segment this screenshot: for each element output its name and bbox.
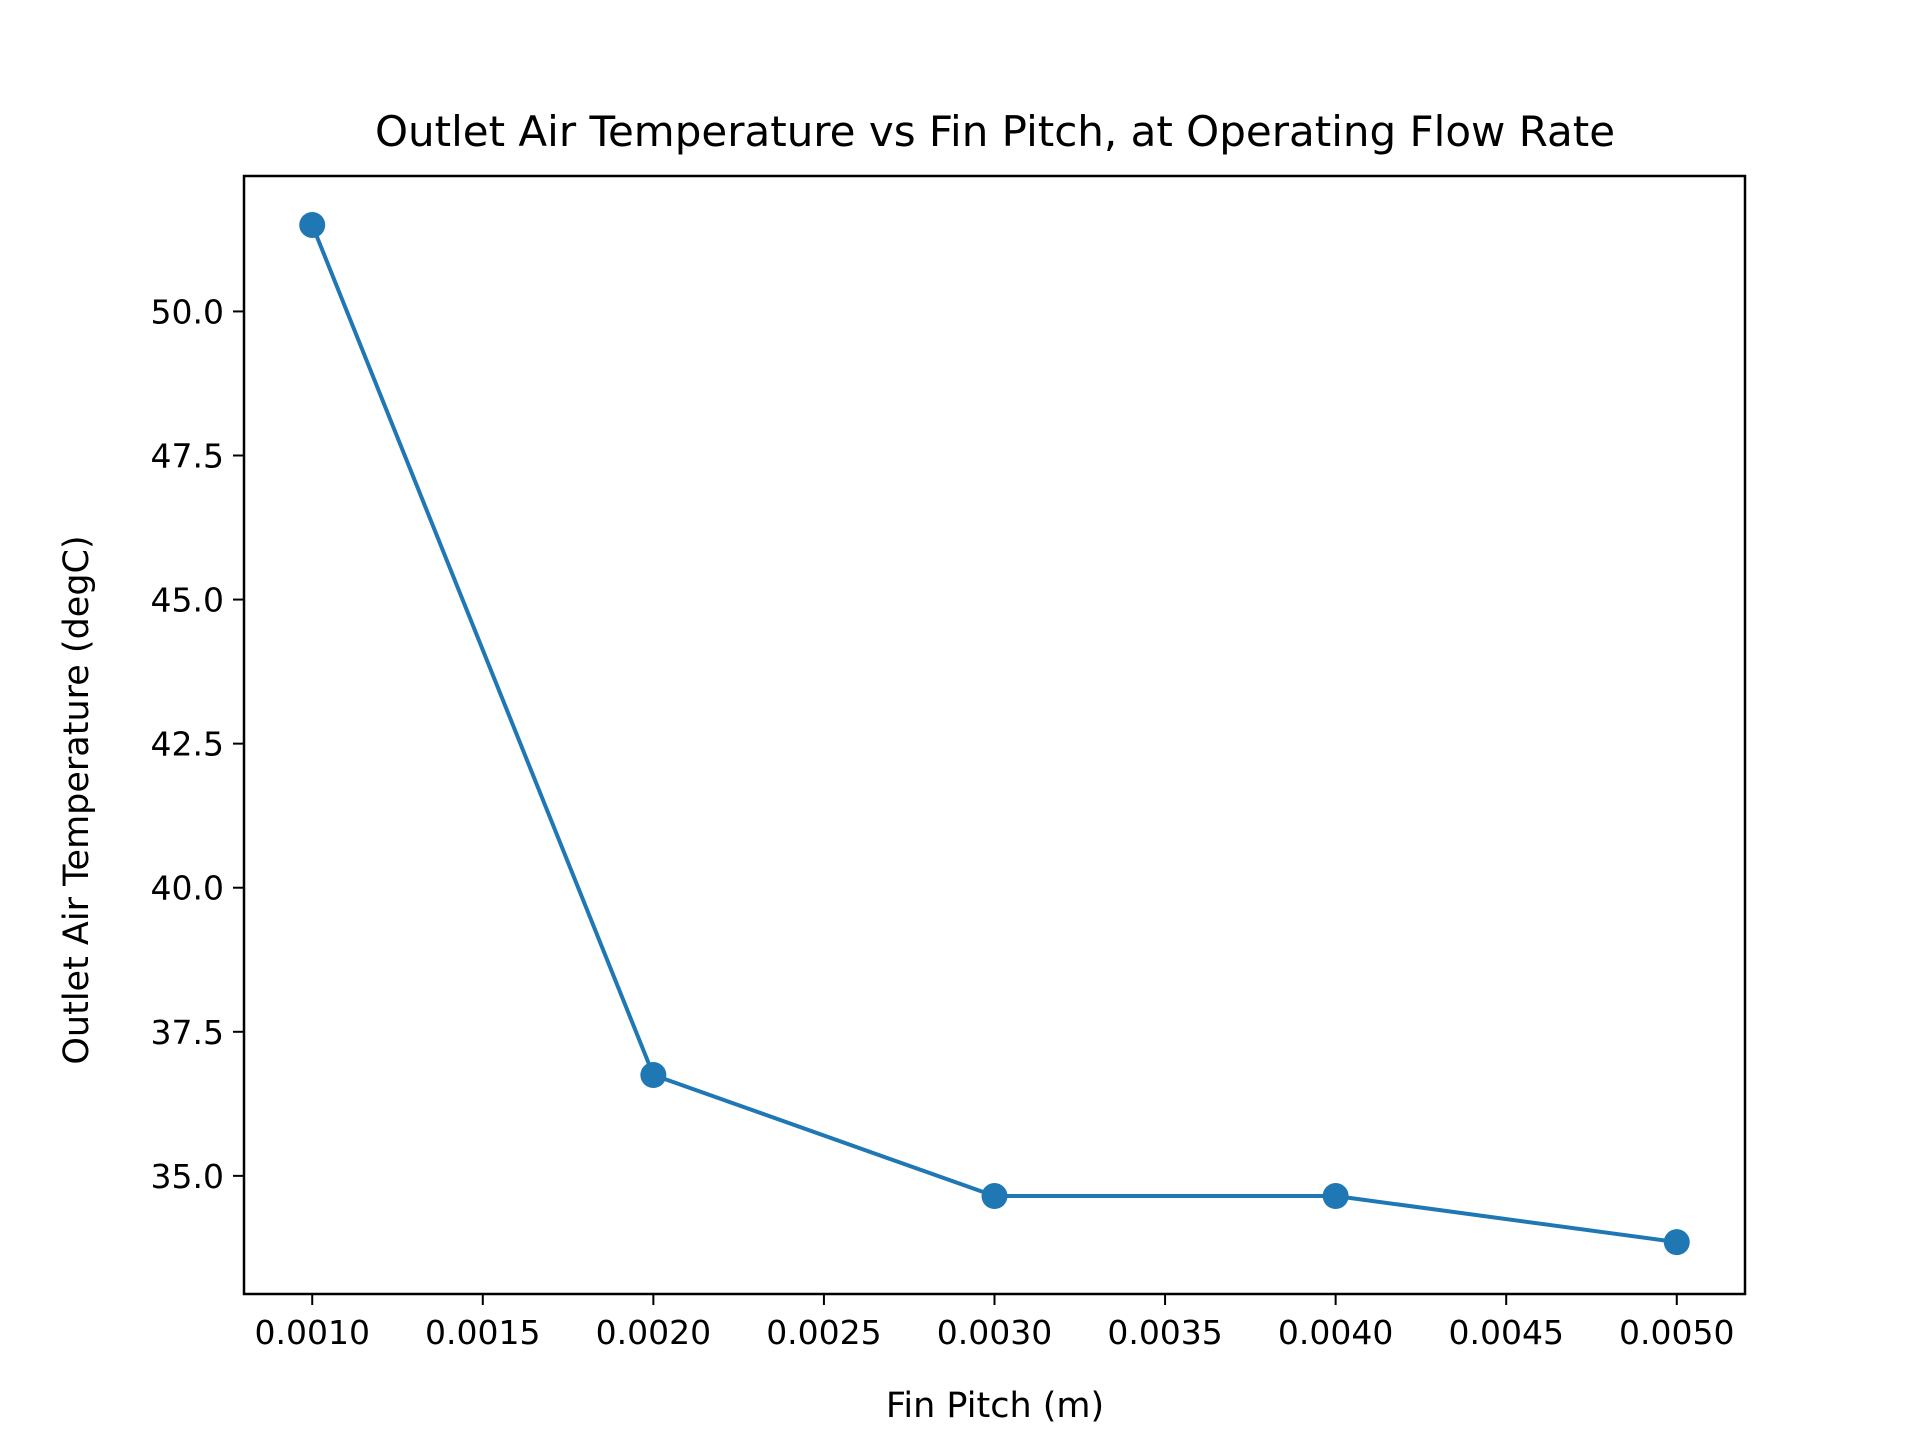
series-line: [310, 224, 1678, 1245]
plot-area: [299, 211, 1690, 1256]
x-tick-label: 0.0040: [1278, 1313, 1393, 1352]
x-tick-label: 0.0010: [254, 1313, 369, 1352]
y-tick-label: 45.0: [151, 581, 224, 620]
x-tick-label: 0.0025: [766, 1313, 881, 1352]
x-tick-label: 0.0020: [596, 1313, 711, 1352]
data-point: [640, 1062, 667, 1089]
y-tick-label: 47.5: [151, 437, 224, 476]
data-point: [1663, 1229, 1690, 1256]
data-point: [981, 1183, 1008, 1210]
y-tick-label: 40.0: [151, 869, 224, 908]
plot-frame: [242, 174, 1747, 1296]
y-tick-label: 37.5: [151, 1013, 224, 1052]
x-tick-label: 0.0030: [937, 1313, 1052, 1352]
x-tick-label: 0.0050: [1619, 1313, 1734, 1352]
x-tick-label: 0.0015: [425, 1313, 540, 1352]
y-tick-label: 42.5: [151, 725, 224, 764]
y-tick-label: 50.0: [151, 292, 224, 331]
data-point: [299, 211, 326, 238]
y-axis-label: Outlet Air Temperature (degC): [57, 535, 97, 1064]
x-axis-label: Fin Pitch (m): [886, 1386, 1104, 1426]
x-axis: 0.0010 0.0015 0.0020 0.0025 0.0030 0.0035 0.00…: [254, 1294, 1735, 1352]
y-axis: 35.0 37.5 40.0 42.5 45.0 47.5 50.0: [151, 292, 244, 1196]
x-tick-label: 0.0035: [1107, 1313, 1222, 1352]
x-tick-label: 0.0045: [1448, 1313, 1563, 1352]
chart-title: Outlet Air Temperature vs Fin Pitch, at …: [375, 107, 1615, 156]
data-point: [1322, 1183, 1349, 1210]
y-tick-label: 35.0: [151, 1157, 224, 1196]
